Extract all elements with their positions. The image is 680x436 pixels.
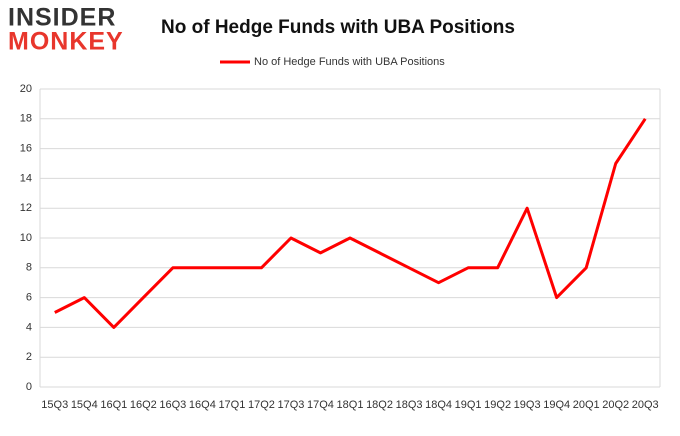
y-tick-label: 6: [26, 292, 32, 304]
legend-label: No of Hedge Funds with UBA Positions: [254, 56, 445, 68]
x-tick-label: 20Q3: [632, 399, 659, 411]
x-tick-label: 18Q4: [425, 399, 452, 411]
x-tick-label: 17Q1: [218, 399, 245, 411]
line-series: [54, 117, 647, 329]
x-tick-label: 15Q3: [41, 399, 68, 411]
logo-top: INSIDER: [8, 4, 116, 32]
x-tick-label: 19Q1: [455, 399, 482, 411]
chart-title: No of Hedge Funds with UBA Positions: [161, 17, 515, 38]
x-tick-label: 16Q1: [100, 399, 127, 411]
y-tick-label: 8: [26, 262, 32, 274]
x-tick-label: 16Q2: [130, 399, 157, 411]
x-tick-label: 18Q3: [396, 399, 423, 411]
x-tick-label: 20Q2: [602, 399, 629, 411]
y-tick-label: 20: [20, 83, 32, 95]
y-tick-label: 16: [20, 143, 32, 155]
x-tick-label: 15Q4: [71, 399, 98, 411]
y-tick-label: 12: [20, 202, 32, 214]
x-tick-label: 16Q4: [189, 399, 216, 411]
x-tick-label: 17Q4: [307, 399, 334, 411]
x-tick-label: 20Q1: [573, 399, 600, 411]
y-tick-label: 10: [20, 232, 32, 244]
x-tick-label: 17Q3: [277, 399, 304, 411]
y-tick-label: 14: [20, 172, 32, 184]
x-tick-label: 17Q2: [248, 399, 275, 411]
y-tick-label: 2: [26, 351, 32, 363]
x-tick-label: 16Q3: [159, 399, 186, 411]
x-tick-label: 18Q1: [337, 399, 364, 411]
x-tick-label: 19Q2: [484, 399, 511, 411]
x-tick-label: 18Q2: [366, 399, 393, 411]
y-tick-label: 4: [26, 321, 32, 333]
x-tick-label: 19Q3: [514, 399, 541, 411]
y-tick-label: 18: [20, 113, 32, 125]
logo-bottom: MONKEY: [8, 28, 124, 56]
y-tick-label: 0: [26, 381, 32, 393]
x-tick-label: 19Q4: [543, 399, 570, 411]
